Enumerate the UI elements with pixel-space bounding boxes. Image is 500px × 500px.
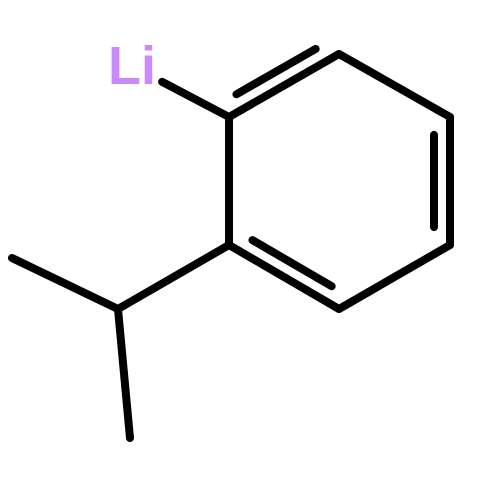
bond bbox=[339, 245, 450, 309]
bond bbox=[118, 245, 229, 309]
atom-label-li: Li bbox=[108, 36, 156, 96]
bond bbox=[12, 258, 118, 309]
bond bbox=[339, 54, 450, 117]
labels-layer: Li bbox=[108, 36, 156, 96]
molecule-diagram: Li bbox=[0, 0, 500, 500]
bonds-layer bbox=[12, 49, 450, 438]
bond bbox=[162, 82, 229, 117]
bond bbox=[118, 309, 130, 438]
